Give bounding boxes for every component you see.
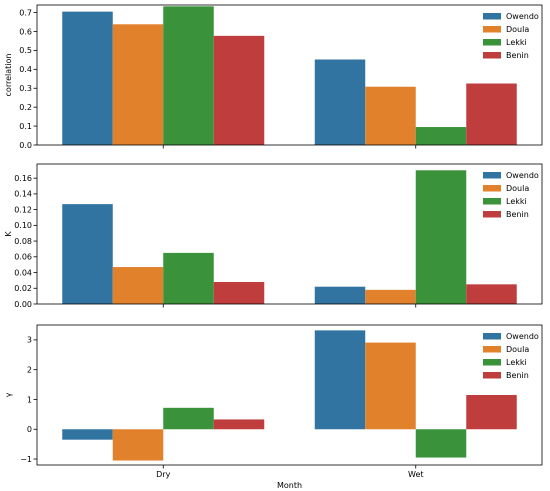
y-tick-label: 0.4 — [19, 65, 32, 74]
y-tick-label: 0.10 — [14, 221, 32, 230]
legend-swatch-doula — [483, 26, 501, 33]
legend-label-owendo: Owendo — [506, 171, 539, 180]
bar-benin-dry — [213, 281, 265, 304]
legend: Owendo Doula Lekki Benin — [483, 171, 539, 219]
axes-frame — [36, 324, 543, 466]
bar-benin-dry — [213, 35, 265, 145]
panel-1: 0.0 0.1 0.2 0.3 0.4 0.5 0.6 0.7 correlation Owend… — [4, 4, 543, 150]
axes-frame — [36, 163, 543, 305]
bar-owendo-wet — [314, 59, 366, 146]
legend-label-owendo: Owendo — [506, 332, 539, 341]
y-tick-label: 0.02 — [14, 284, 32, 293]
legend-label-benin: Benin — [506, 210, 529, 219]
legend-swatch-lekki — [483, 198, 501, 205]
bar-owendo-wet — [314, 330, 366, 430]
bar-doula-dry — [112, 24, 164, 146]
bar-benin-dry — [213, 419, 265, 430]
bar-lekki-dry — [163, 407, 214, 430]
x-axis-label: Month — [277, 481, 302, 490]
legend: Owendo Doula Lekki Benin — [483, 12, 539, 60]
y-axis-label: K — [4, 231, 13, 237]
y-tick-label: 0.7 — [19, 8, 32, 17]
legend-swatch-lekki — [483, 359, 501, 366]
y-tick-label: 0.00 — [14, 300, 32, 309]
bar-lekki-dry — [163, 252, 214, 304]
legend-label-benin: Benin — [506, 371, 529, 380]
bar-lekki-wet — [415, 429, 467, 458]
y-tick-label: 2 — [27, 365, 32, 374]
bar-owendo-dry — [62, 204, 113, 304]
legend-label-owendo: Owendo — [506, 12, 539, 21]
bar-lekki-dry — [163, 6, 214, 145]
y-tick-label: 0.04 — [14, 268, 32, 277]
y-tick-label: 0.16 — [14, 174, 32, 183]
axes-frame — [36, 4, 543, 146]
y-tick-label: 0.14 — [14, 190, 32, 199]
x-tick-label-dry: Dry — [156, 470, 170, 479]
y-axis-label: correlation — [4, 54, 13, 97]
legend-swatch-owendo — [483, 333, 501, 340]
y-tick-label: 3 — [27, 336, 32, 345]
y-tick-label: 0.12 — [14, 205, 32, 214]
legend-label-lekki: Lekki — [506, 197, 527, 206]
x-tick-label-wet: Wet — [408, 470, 424, 479]
y-tick-label: 0.5 — [19, 46, 32, 55]
y-tick-label: 0.0 — [19, 141, 32, 150]
legend-label-doula: Doula — [506, 345, 529, 354]
legend-swatch-doula — [483, 346, 501, 353]
y-tick-label: 1 — [27, 395, 32, 404]
bar-doula-dry — [112, 429, 164, 461]
bar-owendo-wet — [314, 286, 366, 304]
y-tick-label: 0.06 — [14, 253, 32, 262]
y-tick-label: 0.1 — [19, 122, 32, 131]
bar-benin-wet — [466, 395, 517, 430]
legend-swatch-benin — [483, 52, 501, 59]
y-tick-label: −1 — [20, 455, 32, 464]
bar-lekki-wet — [415, 170, 467, 304]
bar-doula-dry — [112, 267, 164, 304]
y-tick-label: 0.3 — [19, 84, 32, 93]
y-axis-label: γ — [4, 392, 13, 397]
legend-swatch-benin — [483, 211, 501, 218]
legend: Owendo Doula Lekki Benin — [483, 332, 539, 380]
bar-benin-wet — [466, 284, 517, 304]
legend-swatch-doula — [483, 185, 501, 192]
panel-2: 0.00 0.02 0.04 0.06 0.08 0.10 0.12 0.14 0.16 K Owe… — [4, 163, 543, 309]
y-tick-label: 0 — [27, 425, 32, 434]
y-tick-label: 0.08 — [14, 237, 32, 246]
bar-owendo-dry — [62, 11, 113, 145]
legend-swatch-lekki — [483, 39, 501, 46]
legend-swatch-owendo — [483, 172, 501, 179]
legend-label-doula: Doula — [506, 25, 529, 34]
y-tick-label: 0.2 — [19, 103, 32, 112]
legend-label-benin: Benin — [506, 51, 529, 60]
bar-doula-wet — [365, 86, 416, 145]
legend-label-lekki: Lekki — [506, 358, 527, 367]
bar-benin-wet — [466, 83, 517, 145]
legend-swatch-owendo — [483, 13, 501, 20]
bar-doula-wet — [365, 289, 416, 304]
legend-swatch-benin — [483, 372, 501, 379]
bar-doula-wet — [365, 342, 416, 430]
panel-3: −1 0 1 2 3 Dry Wet γ Month Owendo Doula Lekki Benin — [4, 324, 543, 490]
bar-lekki-wet — [415, 127, 467, 145]
bar-owendo-dry — [62, 429, 113, 440]
legend-label-doula: Doula — [506, 184, 529, 193]
legend-label-lekki: Lekki — [506, 38, 527, 47]
y-tick-label: 0.6 — [19, 27, 32, 36]
